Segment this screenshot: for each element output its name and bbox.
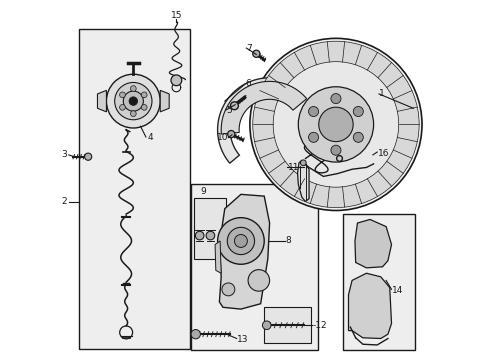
Circle shape xyxy=(141,104,147,110)
Text: 8: 8 xyxy=(285,237,291,246)
Polygon shape xyxy=(160,90,169,112)
Circle shape xyxy=(330,94,340,104)
Circle shape xyxy=(247,270,269,291)
Circle shape xyxy=(300,160,305,166)
Circle shape xyxy=(195,231,203,240)
Text: 13: 13 xyxy=(237,335,248,344)
Circle shape xyxy=(129,97,137,105)
Circle shape xyxy=(308,132,318,142)
Polygon shape xyxy=(217,78,321,163)
Circle shape xyxy=(330,145,340,155)
Circle shape xyxy=(120,92,125,98)
Circle shape xyxy=(191,329,200,339)
Circle shape xyxy=(120,104,125,110)
Circle shape xyxy=(84,153,92,160)
Circle shape xyxy=(234,234,247,247)
Text: 3: 3 xyxy=(61,150,67,159)
Circle shape xyxy=(222,283,234,296)
Circle shape xyxy=(141,92,147,98)
Circle shape xyxy=(318,107,352,141)
Circle shape xyxy=(249,39,421,211)
Circle shape xyxy=(106,74,160,128)
Circle shape xyxy=(262,321,270,329)
Text: -12: -12 xyxy=(312,321,326,330)
Bar xyxy=(190,184,317,350)
Circle shape xyxy=(308,107,318,117)
Text: 5: 5 xyxy=(225,105,231,114)
Circle shape xyxy=(230,102,238,110)
Circle shape xyxy=(115,82,152,120)
Polygon shape xyxy=(97,90,106,112)
Circle shape xyxy=(352,132,363,142)
Polygon shape xyxy=(221,81,306,134)
Bar xyxy=(193,198,225,259)
Text: 15: 15 xyxy=(170,11,182,20)
Text: 9: 9 xyxy=(200,187,206,196)
Text: 11: 11 xyxy=(287,163,299,172)
Text: 4: 4 xyxy=(147,133,153,142)
Circle shape xyxy=(252,50,260,57)
Circle shape xyxy=(273,62,398,187)
Text: 2: 2 xyxy=(61,197,67,206)
Text: 10: 10 xyxy=(216,133,228,142)
Bar xyxy=(79,30,190,348)
Text: 14: 14 xyxy=(391,286,403,295)
Circle shape xyxy=(352,107,363,117)
Circle shape xyxy=(206,231,214,240)
Bar xyxy=(343,214,414,350)
Circle shape xyxy=(227,131,234,138)
Text: 6: 6 xyxy=(244,80,250,89)
Polygon shape xyxy=(354,220,391,268)
Polygon shape xyxy=(297,160,308,202)
Circle shape xyxy=(130,86,136,91)
Polygon shape xyxy=(348,273,391,338)
Circle shape xyxy=(217,218,264,264)
Polygon shape xyxy=(215,241,221,273)
Text: 7: 7 xyxy=(246,44,251,53)
Polygon shape xyxy=(219,194,269,309)
Circle shape xyxy=(298,87,373,162)
Circle shape xyxy=(227,227,254,255)
Circle shape xyxy=(130,111,136,117)
Text: 1: 1 xyxy=(378,89,384,98)
Circle shape xyxy=(123,91,143,111)
Circle shape xyxy=(171,75,182,86)
Circle shape xyxy=(252,41,418,208)
Text: 16: 16 xyxy=(378,149,389,158)
Bar xyxy=(264,307,310,343)
